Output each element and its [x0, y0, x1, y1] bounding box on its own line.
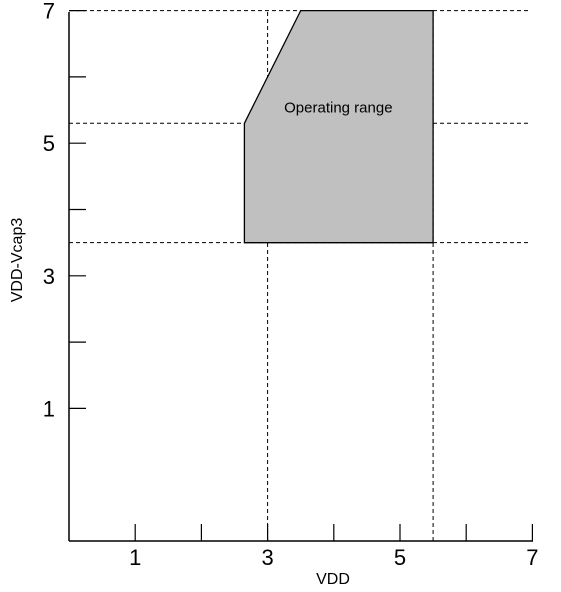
x-axis-label: VDD [316, 571, 350, 588]
x-tick-label-7: 7 [526, 545, 538, 570]
operating-range-label: Operating range [284, 99, 392, 116]
y-axis-label: VDD-Vcap3 [9, 218, 26, 303]
x-tick-label-3: 3 [261, 545, 273, 570]
region-layer [244, 11, 433, 243]
y-tick-label-7: 7 [43, 0, 55, 24]
y-tick-label-1: 1 [43, 396, 55, 421]
y-tick-label-3: 3 [43, 264, 55, 289]
operating-range-region [244, 11, 433, 243]
y-tick-label-5: 5 [43, 131, 55, 156]
x-tick-label-5: 5 [394, 545, 406, 570]
x-tick-label-1: 1 [129, 545, 141, 570]
